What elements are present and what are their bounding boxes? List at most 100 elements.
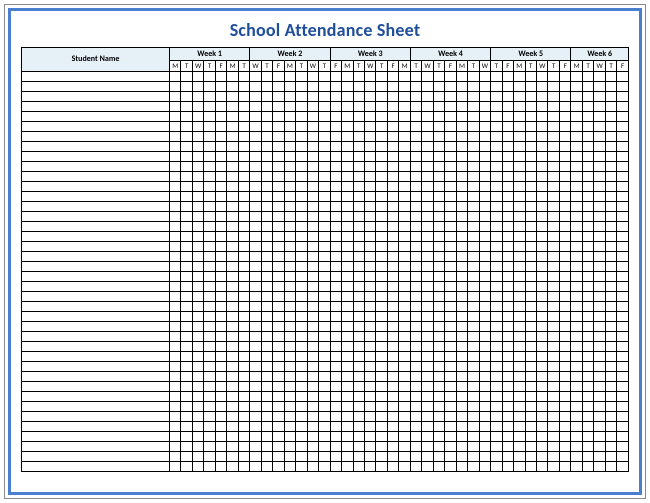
attendance-cell[interactable] — [170, 202, 181, 212]
attendance-cell[interactable] — [376, 462, 387, 472]
attendance-cell[interactable] — [433, 232, 444, 242]
attendance-cell[interactable] — [170, 222, 181, 232]
attendance-cell[interactable] — [227, 202, 238, 212]
attendance-cell[interactable] — [617, 432, 629, 442]
attendance-cell[interactable] — [468, 362, 479, 372]
attendance-cell[interactable] — [399, 152, 410, 162]
attendance-cell[interactable] — [433, 282, 444, 292]
attendance-cell[interactable] — [605, 122, 616, 132]
attendance-cell[interactable] — [250, 142, 261, 152]
attendance-cell[interactable] — [617, 242, 629, 252]
attendance-cell[interactable] — [387, 152, 398, 162]
attendance-cell[interactable] — [479, 262, 490, 272]
attendance-cell[interactable] — [387, 192, 398, 202]
attendance-cell[interactable] — [410, 392, 421, 402]
attendance-cell[interactable] — [617, 212, 629, 222]
attendance-cell[interactable] — [273, 112, 284, 122]
attendance-cell[interactable] — [261, 462, 272, 472]
attendance-cell[interactable] — [514, 102, 525, 112]
attendance-cell[interactable] — [422, 432, 433, 442]
attendance-cell[interactable] — [364, 252, 375, 262]
attendance-cell[interactable] — [238, 312, 249, 322]
attendance-cell[interactable] — [410, 412, 421, 422]
attendance-cell[interactable] — [364, 192, 375, 202]
attendance-cell[interactable] — [456, 182, 467, 192]
attendance-cell[interactable] — [491, 282, 502, 292]
attendance-cell[interactable] — [422, 192, 433, 202]
attendance-cell[interactable] — [468, 112, 479, 122]
attendance-cell[interactable] — [479, 172, 490, 182]
attendance-cell[interactable] — [330, 82, 341, 92]
attendance-cell[interactable] — [410, 222, 421, 232]
attendance-cell[interactable] — [319, 222, 330, 232]
attendance-cell[interactable] — [204, 342, 215, 352]
attendance-cell[interactable] — [296, 292, 307, 302]
attendance-cell[interactable] — [399, 452, 410, 462]
attendance-cell[interactable] — [399, 282, 410, 292]
attendance-cell[interactable] — [468, 162, 479, 172]
student-name-cell[interactable] — [22, 192, 170, 202]
attendance-cell[interactable] — [617, 362, 629, 372]
attendance-cell[interactable] — [364, 262, 375, 272]
attendance-cell[interactable] — [571, 452, 582, 462]
attendance-cell[interactable] — [537, 262, 548, 272]
attendance-cell[interactable] — [342, 232, 353, 242]
attendance-cell[interactable] — [502, 122, 513, 132]
attendance-cell[interactable] — [605, 402, 616, 412]
attendance-cell[interactable] — [514, 222, 525, 232]
student-name-cell[interactable] — [22, 272, 170, 282]
attendance-cell[interactable] — [181, 322, 192, 332]
attendance-cell[interactable] — [422, 222, 433, 232]
attendance-cell[interactable] — [514, 162, 525, 172]
attendance-cell[interactable] — [261, 392, 272, 402]
attendance-cell[interactable] — [330, 222, 341, 232]
attendance-cell[interactable] — [525, 342, 536, 352]
attendance-cell[interactable] — [433, 202, 444, 212]
attendance-cell[interactable] — [330, 142, 341, 152]
attendance-cell[interactable] — [376, 312, 387, 322]
attendance-cell[interactable] — [330, 72, 341, 82]
attendance-cell[interactable] — [170, 442, 181, 452]
attendance-cell[interactable] — [468, 342, 479, 352]
attendance-cell[interactable] — [468, 122, 479, 132]
attendance-cell[interactable] — [364, 92, 375, 102]
attendance-cell[interactable] — [548, 352, 559, 362]
attendance-cell[interactable] — [548, 332, 559, 342]
attendance-cell[interactable] — [204, 442, 215, 452]
attendance-cell[interactable] — [296, 232, 307, 242]
student-name-cell[interactable] — [22, 402, 170, 412]
attendance-cell[interactable] — [261, 222, 272, 232]
attendance-cell[interactable] — [319, 352, 330, 362]
attendance-cell[interactable] — [617, 452, 629, 462]
attendance-cell[interactable] — [605, 192, 616, 202]
attendance-cell[interactable] — [514, 132, 525, 142]
attendance-cell[interactable] — [410, 432, 421, 442]
attendance-cell[interactable] — [433, 262, 444, 272]
attendance-cell[interactable] — [181, 462, 192, 472]
attendance-cell[interactable] — [296, 402, 307, 412]
attendance-cell[interactable] — [468, 432, 479, 442]
attendance-cell[interactable] — [433, 162, 444, 172]
attendance-cell[interactable] — [284, 132, 295, 142]
attendance-cell[interactable] — [342, 102, 353, 112]
attendance-cell[interactable] — [582, 242, 593, 252]
attendance-cell[interactable] — [261, 302, 272, 312]
attendance-cell[interactable] — [456, 162, 467, 172]
attendance-cell[interactable] — [479, 92, 490, 102]
attendance-cell[interactable] — [170, 292, 181, 302]
attendance-cell[interactable] — [181, 162, 192, 172]
attendance-cell[interactable] — [261, 202, 272, 212]
student-name-cell[interactable] — [22, 432, 170, 442]
attendance-cell[interactable] — [238, 292, 249, 302]
attendance-cell[interactable] — [204, 312, 215, 322]
attendance-cell[interactable] — [422, 212, 433, 222]
attendance-cell[interactable] — [296, 252, 307, 262]
attendance-cell[interactable] — [525, 432, 536, 442]
attendance-cell[interactable] — [296, 222, 307, 232]
attendance-cell[interactable] — [330, 382, 341, 392]
attendance-cell[interactable] — [559, 382, 570, 392]
attendance-cell[interactable] — [559, 152, 570, 162]
attendance-cell[interactable] — [410, 192, 421, 202]
attendance-cell[interactable] — [479, 292, 490, 302]
attendance-cell[interactable] — [525, 312, 536, 322]
